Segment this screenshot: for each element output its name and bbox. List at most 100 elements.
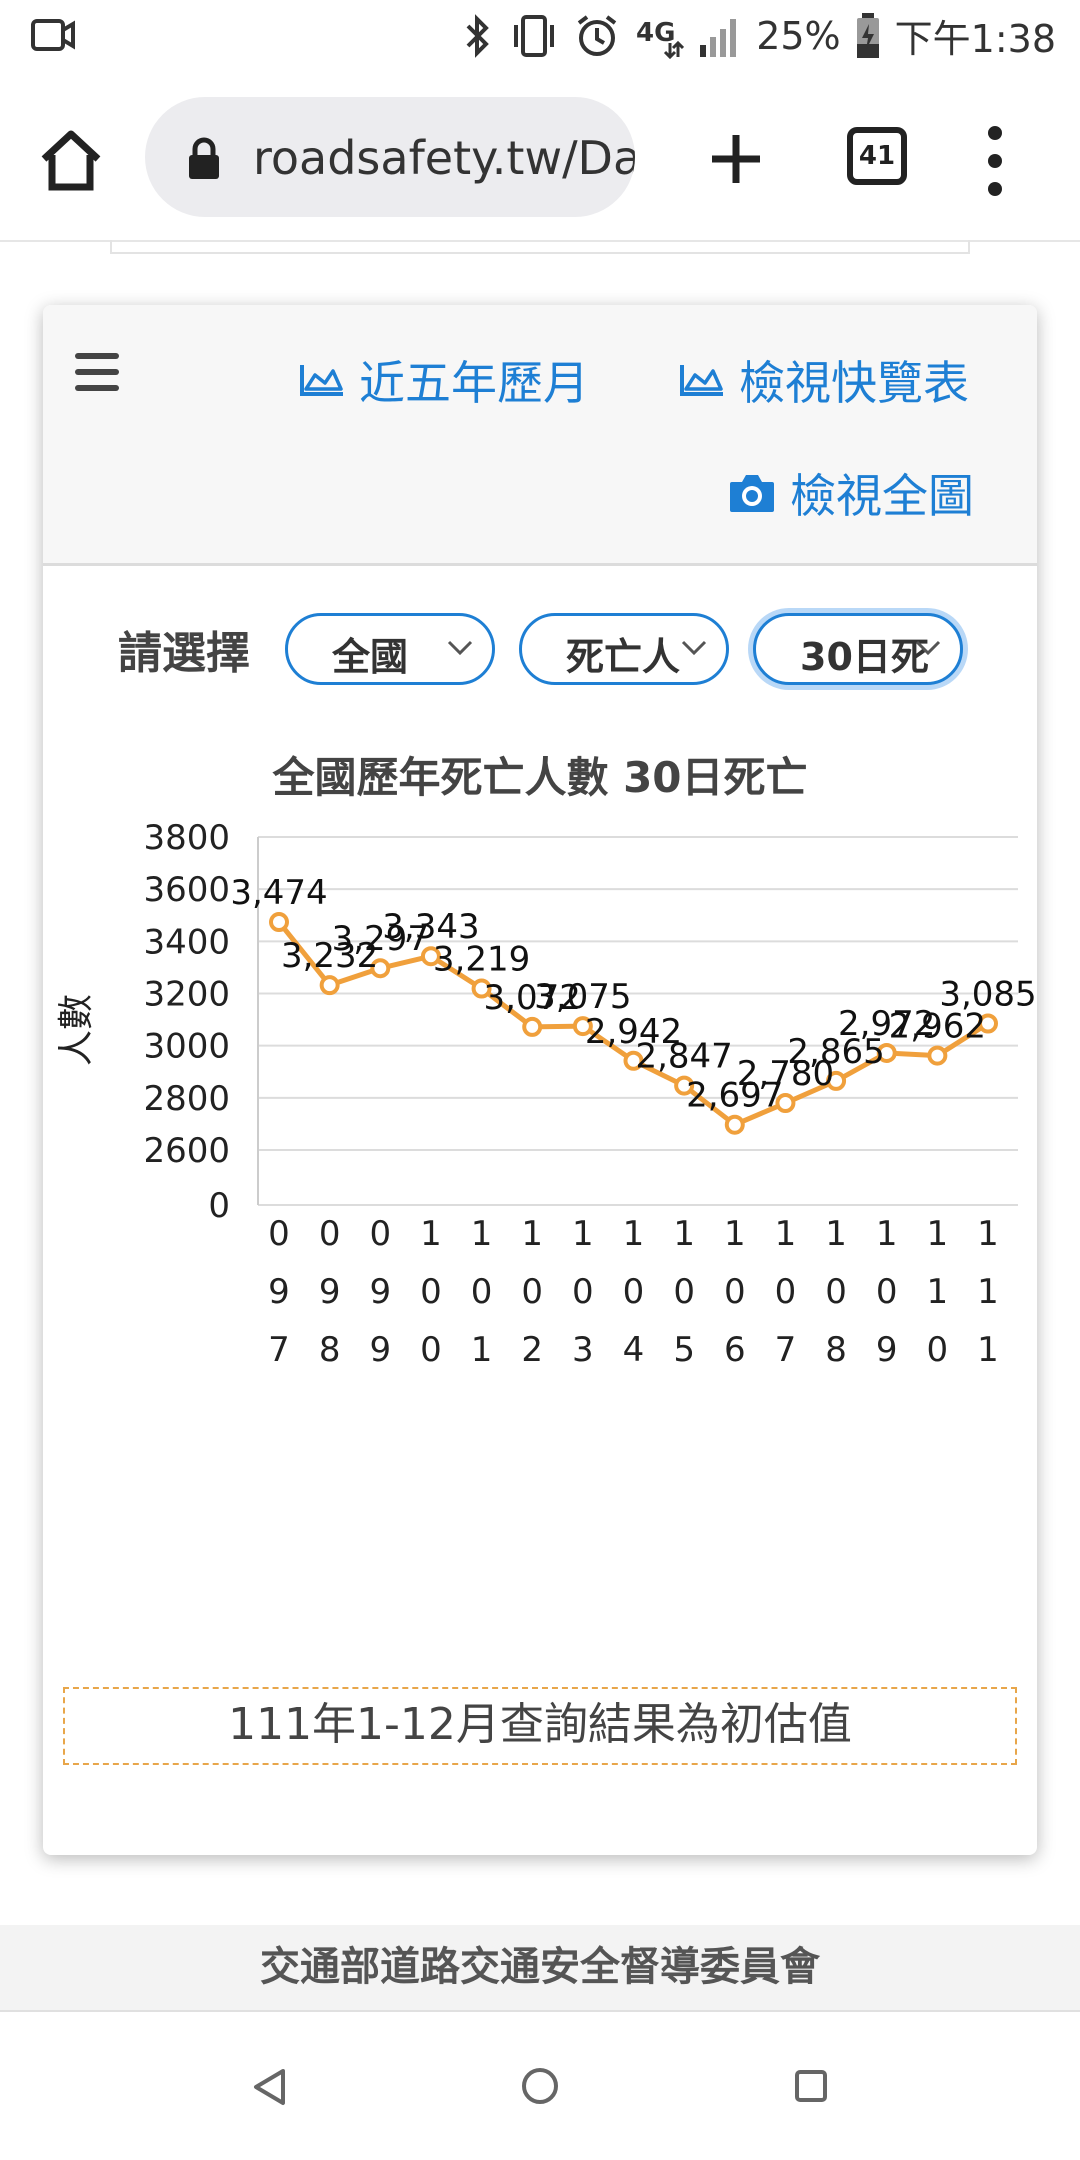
data-point[interactable] bbox=[674, 1075, 695, 1096]
chevron-down-icon bbox=[681, 640, 707, 656]
address-bar[interactable]: roadsafety.tw/Da bbox=[145, 97, 635, 217]
quick-view-link[interactable]: 檢視快覽表 bbox=[679, 347, 969, 413]
video-camera-icon bbox=[31, 19, 75, 51]
more-vert-icon[interactable] bbox=[980, 123, 1010, 199]
y-tick-label: 2600 bbox=[143, 1131, 230, 1171]
site-footer: 交通部道路交通安全督導委員會 bbox=[0, 1925, 1080, 2012]
chart-card: 近五年歷月 檢視快覽表 檢視全圖 請選擇 全國 死亡人 bbox=[43, 305, 1037, 1855]
alarm-icon bbox=[577, 14, 617, 56]
vibrate-icon bbox=[514, 14, 555, 57]
data-label: 2,865 bbox=[787, 1032, 884, 1072]
data-label: 2,962 bbox=[889, 1007, 986, 1047]
region-select[interactable]: 全國 bbox=[285, 613, 495, 685]
view-full-chart-link[interactable]: 檢視全圖 bbox=[728, 460, 974, 526]
status-bar: 4G 25% 下午1:38 bbox=[0, 0, 1080, 75]
deaths-line-chart: 全國歷年死亡人數 30日死亡 人數 3800 3600 3400 3200 3000 28… bbox=[56, 753, 1037, 1370]
area-chart-icon bbox=[300, 365, 343, 396]
chevron-down-icon bbox=[915, 640, 941, 656]
plus-icon[interactable] bbox=[700, 123, 772, 195]
data-point[interactable] bbox=[420, 946, 441, 967]
quick-view-label: 檢視快覽表 bbox=[739, 356, 969, 410]
home-icon[interactable] bbox=[38, 127, 104, 193]
battery-charging-icon bbox=[856, 12, 879, 58]
tab-count: 41 bbox=[858, 141, 896, 171]
data-label: 3,219 bbox=[433, 940, 530, 980]
data-point[interactable] bbox=[471, 978, 492, 999]
data-point[interactable] bbox=[724, 1114, 745, 1135]
period-select[interactable]: 30日死 bbox=[753, 613, 963, 685]
data-point[interactable] bbox=[572, 1016, 593, 1037]
bluetooth-icon bbox=[466, 13, 490, 58]
data-label: 2,972 bbox=[838, 1004, 935, 1044]
previous-section-edge bbox=[110, 240, 970, 254]
data-point[interactable] bbox=[775, 1093, 796, 1114]
y-axis-label: 人數 bbox=[56, 994, 97, 1066]
back-triangle-icon[interactable] bbox=[250, 2066, 290, 2108]
data-label: 3,297 bbox=[332, 919, 429, 959]
recents-square-icon[interactable] bbox=[793, 2068, 829, 2104]
browser-toolbar: roadsafety.tw/Da 41 bbox=[0, 75, 1080, 242]
clock-time: 下午1:38 bbox=[894, 17, 1056, 61]
data-label: 3,085 bbox=[939, 974, 1036, 1014]
chart-title: 全國歷年死亡人數 30日死亡 bbox=[271, 753, 807, 802]
battery-percent: 25% bbox=[756, 13, 841, 58]
select-prompt: 請選擇 bbox=[118, 628, 250, 679]
data-label: 2,780 bbox=[737, 1054, 834, 1094]
data-label: 3,072 bbox=[484, 978, 581, 1018]
url-text: roadsafety.tw/Da bbox=[253, 131, 635, 185]
view-full-chart-label: 檢視全圖 bbox=[790, 469, 974, 523]
data-label: 2,697 bbox=[686, 1076, 783, 1116]
signal-icon bbox=[700, 18, 737, 57]
estimate-note: 111年1-12月查詢結果為初估值 bbox=[63, 1687, 1017, 1765]
five-year-monthly-label: 近五年歷月 bbox=[359, 356, 589, 410]
y-tick-label: 3200 bbox=[143, 975, 230, 1015]
chevron-down-icon bbox=[447, 640, 473, 656]
y-tick-label: 3800 bbox=[143, 818, 230, 858]
data-point[interactable] bbox=[623, 1050, 644, 1071]
lock-icon bbox=[189, 137, 219, 179]
data-point[interactable] bbox=[370, 958, 391, 979]
y-tick-label: 3600 bbox=[143, 870, 230, 910]
data-point[interactable] bbox=[876, 1042, 897, 1063]
data-point[interactable] bbox=[522, 1016, 543, 1037]
estimate-note-text: 111年1-12月查詢結果為初估值 bbox=[228, 1699, 852, 1750]
y-tick-label: 0 bbox=[208, 1186, 230, 1226]
footer-org-name: 交通部道路交通安全督導委員會 bbox=[260, 1944, 820, 1990]
data-label: 3,343 bbox=[382, 907, 479, 947]
card-header: 近五年歷月 檢視快覽表 檢視全圖 bbox=[43, 305, 1037, 566]
camera-icon bbox=[730, 475, 774, 512]
data-label: 2,942 bbox=[585, 1012, 682, 1052]
region-select-value: 全國 bbox=[332, 635, 409, 679]
y-tick-label: 3000 bbox=[143, 1027, 230, 1067]
tab-switcher-button[interactable]: 41 bbox=[847, 127, 907, 185]
data-point[interactable] bbox=[826, 1070, 847, 1091]
data-4g-icon: 4G bbox=[636, 18, 685, 59]
type-select[interactable]: 死亡人 bbox=[519, 613, 729, 685]
home-circle-icon[interactable] bbox=[520, 2064, 560, 2108]
data-label: 3,075 bbox=[534, 977, 631, 1017]
data-label: 3,232 bbox=[281, 936, 378, 976]
data-label: 3,474 bbox=[230, 873, 327, 913]
data-point[interactable] bbox=[978, 1013, 998, 1034]
data-point[interactable] bbox=[927, 1045, 948, 1066]
type-select-value: 死亡人 bbox=[566, 635, 681, 679]
hamburger-menu-icon[interactable] bbox=[75, 353, 119, 393]
five-year-monthly-link[interactable]: 近五年歷月 bbox=[299, 347, 589, 413]
data-point[interactable] bbox=[269, 912, 289, 933]
data-point[interactable] bbox=[319, 975, 340, 996]
y-tick-label: 2800 bbox=[143, 1079, 230, 1119]
system-nav-bar bbox=[0, 2012, 1080, 2160]
